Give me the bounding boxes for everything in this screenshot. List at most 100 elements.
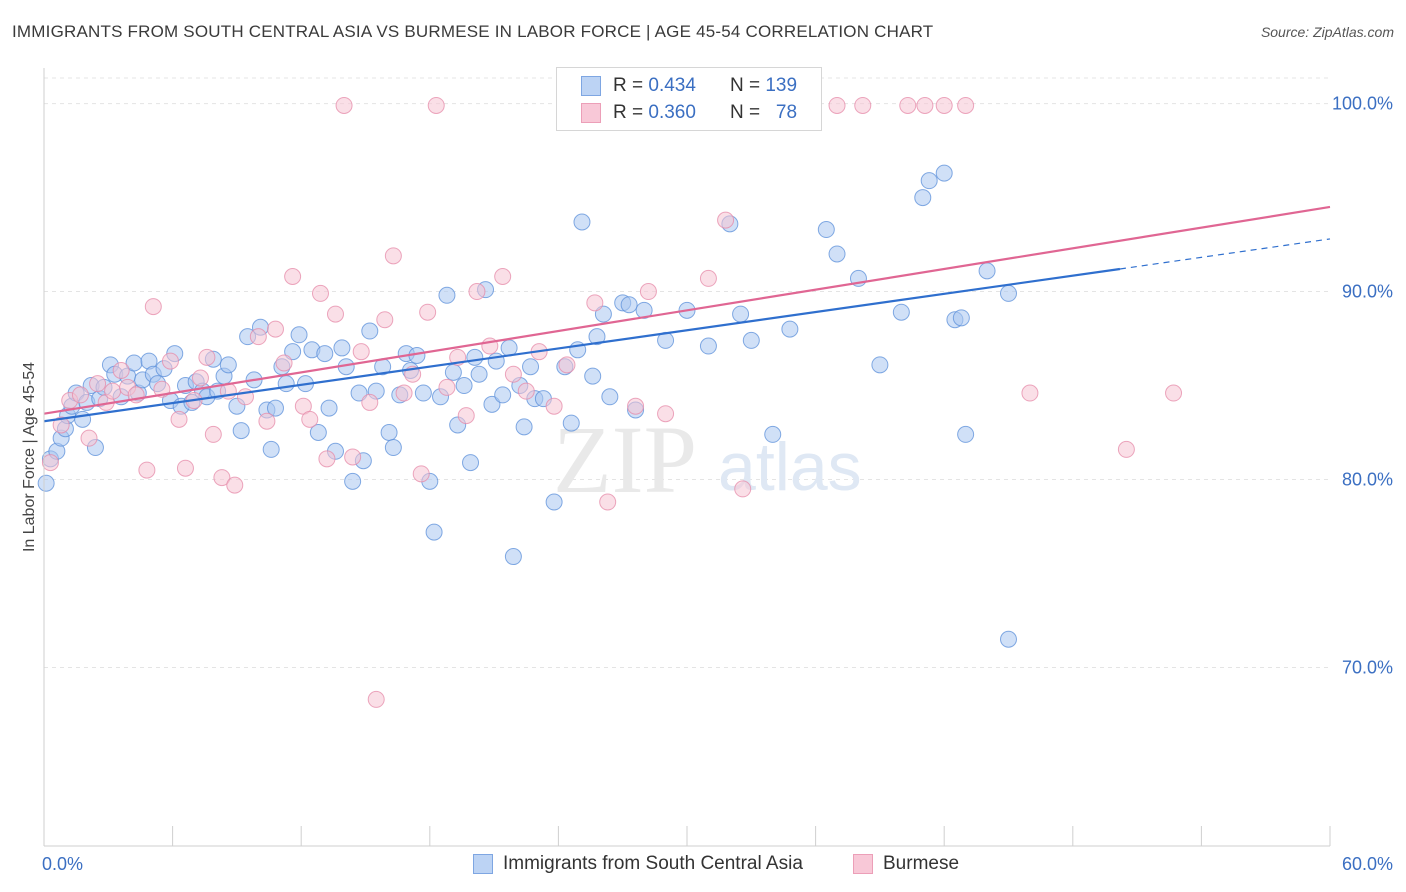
point-burmese [104,382,122,400]
point-burmese [335,96,353,114]
point-burmese [161,352,179,370]
point-burmese [545,397,563,415]
point-burmese [828,96,846,114]
point-immigrants [262,440,280,458]
point-immigrants [957,425,975,443]
point-burmese [717,211,735,229]
point-burmese [468,283,486,301]
trend-line-immigrants [43,267,1121,423]
y-tick-label: 70.0% [1342,657,1393,677]
point-burmese [52,416,70,434]
point-immigrants [350,384,368,402]
point-immigrants [828,245,846,263]
point-burmese [457,407,475,425]
grid [44,77,1330,668]
point-burmese [517,382,535,400]
point-burmese [311,284,329,302]
point-burmese [957,96,975,114]
point-burmese [734,480,752,498]
point-immigrants [316,345,334,363]
point-immigrants [380,424,398,442]
point-immigrants [333,339,351,357]
legend-n-value: 78 [775,102,798,123]
legend-r-label: R = [613,75,644,96]
bottom-legend-label-immigrants: Immigrants from South Central Asia [503,853,803,874]
point-immigrants [935,164,953,182]
point-immigrants [781,320,799,338]
point-burmese [275,354,293,372]
point-immigrants [462,454,480,472]
point-immigrants [699,337,717,355]
point-burmese [699,269,717,287]
point-burmese [318,450,336,468]
point-immigrants [504,548,522,566]
legend-row-burmese: R = 0.360 N = 78 [581,101,797,125]
point-immigrants [483,395,501,413]
point-burmese [586,294,604,312]
point-burmese [198,348,216,366]
point-burmese [361,393,379,411]
point-immigrants [920,172,938,190]
point-immigrants [470,365,488,383]
point-immigrants [601,388,619,406]
point-burmese [427,96,445,114]
point-immigrants [978,262,996,280]
point-burmese [326,305,344,323]
point-immigrants [522,358,540,376]
point-immigrants [361,322,379,340]
legend-swatch-immigrants [581,76,601,96]
axes: 70.0% 80.0% 90.0% 100.0% [43,68,1393,847]
point-immigrants [871,356,889,374]
bottom-legend-immigrants: Immigrants from South Central Asia [473,852,803,876]
legend-r-label: R = [613,102,644,123]
point-immigrants [494,386,512,404]
point-burmese [249,328,267,346]
point-burmese [258,412,276,430]
point-burmese [854,96,872,114]
point-burmese [1117,440,1135,458]
point-burmese [352,343,370,361]
trend-lines [43,205,1331,423]
point-immigrants [732,305,750,323]
point-immigrants [1000,630,1017,648]
point-burmese [558,356,576,374]
x-tick-label-min: 0.0% [42,854,83,874]
bottom-legend-burmese: Burmese [853,852,959,876]
point-burmese [916,96,934,114]
point-immigrants [284,343,302,361]
legend-n-label: N = [729,102,761,123]
point-burmese [204,425,222,443]
point-immigrants [515,418,533,436]
point-immigrants [309,424,327,442]
point-immigrants [742,331,760,349]
point-burmese [657,405,675,423]
point-immigrants [414,384,432,402]
watermark: ZIP atlas [553,406,862,513]
source-label: Source: ZipAtlas.com [1260,24,1394,40]
point-immigrants [562,414,580,432]
point-immigrants [219,356,237,374]
point-immigrants [277,375,295,393]
point-burmese [412,465,430,483]
point-burmese [367,690,385,708]
point-immigrants [455,377,473,395]
point-burmese [438,378,456,396]
point-burmese [639,283,657,301]
point-burmese [226,476,244,494]
point-immigrants [892,303,910,321]
point-burmese [504,365,522,383]
point-immigrants [588,328,606,346]
point-immigrants [438,286,456,304]
y-tick-label: 90.0% [1342,282,1393,302]
point-immigrants [466,348,484,366]
point-burmese [80,429,98,447]
y-tick-label: 100.0% [1332,94,1393,114]
point-burmese [494,268,512,286]
legend-n-label: N = [729,75,761,96]
point-burmese [599,493,617,511]
point-immigrants [545,493,563,511]
point-burmese [899,96,917,114]
point-burmese [71,386,89,404]
point-immigrants [266,399,284,417]
point-burmese [41,454,59,472]
